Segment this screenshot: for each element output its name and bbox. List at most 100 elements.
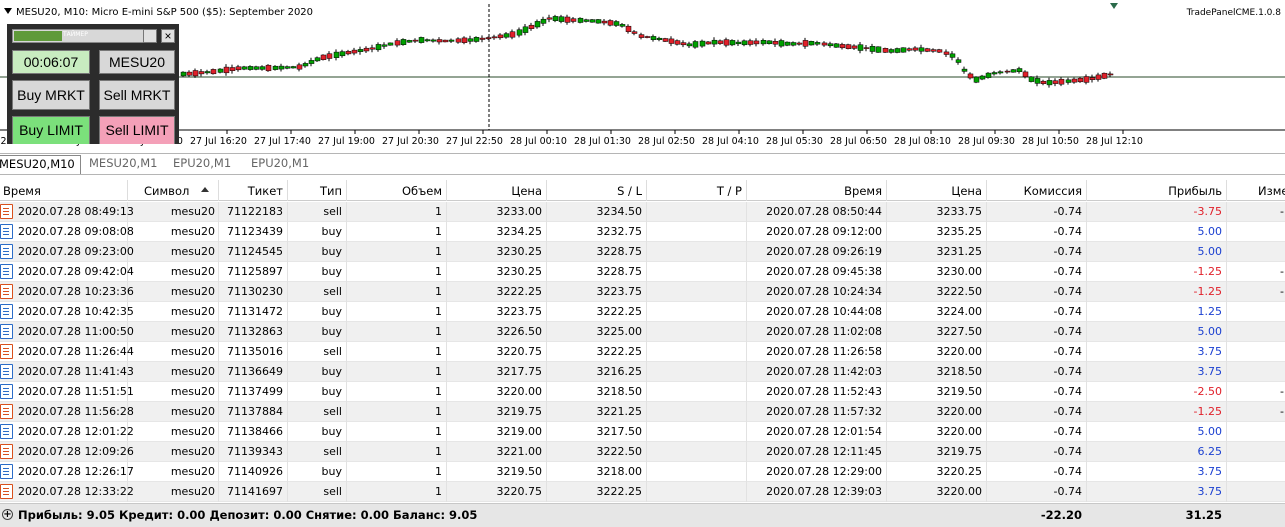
cell-divider xyxy=(886,422,887,442)
table-row[interactable]: 2020.07.28 11:51:51 mesu20 71137499 buy 1 322… xyxy=(0,382,1285,402)
col-header-price[interactable]: Цена xyxy=(511,184,542,198)
candle-body xyxy=(186,71,193,76)
cell-divider xyxy=(746,282,747,302)
col-divider[interactable] xyxy=(1226,180,1227,201)
col-header-close-price[interactable]: Цена xyxy=(951,184,982,198)
table-row[interactable]: 2020.07.28 12:09:26 mesu20 71139343 sell 1 32… xyxy=(0,442,1285,462)
col-header-commission[interactable]: Комиссия xyxy=(1023,184,1082,198)
col-header-type[interactable]: Тип xyxy=(319,184,342,198)
col-header-tp[interactable]: T / P xyxy=(716,184,742,198)
minimize-button[interactable] xyxy=(143,29,157,43)
col-header-volume[interactable]: Объем xyxy=(401,184,442,198)
candle-body xyxy=(650,36,657,40)
candle-body xyxy=(339,51,346,57)
table-row[interactable]: 2020.07.28 10:42:35 mesu20 71131472 buy 1 322… xyxy=(0,302,1285,322)
total-commission: -22.20 xyxy=(1040,508,1082,522)
cell-commission: -0.74 xyxy=(1053,425,1082,438)
table-row[interactable]: 2020.07.28 11:00:50 mesu20 71132863 buy 1 322… xyxy=(0,322,1285,342)
candle-body xyxy=(253,66,260,70)
x-tick-label: 27 Jul 19:00 xyxy=(318,136,375,147)
symbol-button[interactable]: MESU20 xyxy=(99,50,175,74)
col-header-time[interactable]: Время xyxy=(3,184,41,198)
candle-body xyxy=(473,37,480,42)
table-row[interactable]: 2020.07.28 09:23:00 mesu20 71124545 buy 1 323… xyxy=(0,242,1285,262)
cell-type: sell xyxy=(323,345,342,358)
candle-body xyxy=(625,25,632,32)
tab-mesu20-m10[interactable]: MESU20,M10 xyxy=(0,155,81,174)
cell-time: 2020.07.28 11:41:43 xyxy=(18,365,134,378)
candle-body xyxy=(418,37,425,43)
cell-divider xyxy=(1086,302,1087,322)
col-divider[interactable] xyxy=(886,180,887,201)
cell-sl: 3221.25 xyxy=(596,405,643,418)
cell-divider xyxy=(746,302,747,322)
cell-type: sell xyxy=(323,405,342,418)
col-divider[interactable] xyxy=(446,180,447,201)
cell-profit: 3.75 xyxy=(1197,465,1223,478)
candle-body xyxy=(943,51,950,55)
expand-plus-icon[interactable]: + xyxy=(2,509,13,520)
table-row[interactable]: 2020.07.28 11:56:28 mesu20 71137884 sell 1 32… xyxy=(0,402,1285,422)
col-divider[interactable] xyxy=(287,180,288,201)
table-row[interactable]: 2020.07.28 12:01:22 mesu20 71138466 buy 1 321… xyxy=(0,422,1285,442)
buy-limit-button[interactable]: Buy LIMIT xyxy=(12,116,90,144)
col-header-profit[interactable]: Прибыль xyxy=(1168,184,1222,198)
col-divider[interactable] xyxy=(346,180,347,201)
tab-mesu20-m1[interactable]: MESU20,M1 xyxy=(89,156,158,170)
x-tick-label: 28 Jul 12:10 xyxy=(1086,136,1143,147)
col-divider[interactable] xyxy=(1086,180,1087,201)
col-divider[interactable] xyxy=(646,180,647,201)
cell-divider xyxy=(287,462,288,482)
col-divider[interactable] xyxy=(746,180,747,201)
cell-divider xyxy=(1086,262,1087,282)
col-header-ticket[interactable]: Тикет xyxy=(247,184,283,198)
table-row[interactable]: 2020.07.28 09:42:04 mesu20 71125897 buy 1 323… xyxy=(0,262,1285,282)
col-header-sl[interactable]: S / L xyxy=(617,184,642,198)
sell-limit-button[interactable]: Sell LIMIT xyxy=(99,116,175,144)
candle-body xyxy=(741,40,748,46)
cell-divider xyxy=(546,242,547,262)
col-divider[interactable] xyxy=(218,180,219,201)
chart-menu-triangle-icon[interactable] xyxy=(4,8,12,14)
cell-divider xyxy=(546,222,547,242)
candle-body xyxy=(845,44,852,49)
cell-time: 2020.07.28 10:42:35 xyxy=(18,305,134,318)
col-divider[interactable] xyxy=(546,180,547,201)
col-divider[interactable] xyxy=(986,180,987,201)
col-divider[interactable] xyxy=(127,180,128,201)
cell-profit: 5.00 xyxy=(1197,325,1223,338)
col-header-symbol[interactable]: Символ xyxy=(144,184,190,198)
sell-market-button[interactable]: Sell MRKT xyxy=(99,80,175,110)
cell-ticket: 71132863 xyxy=(227,325,283,338)
close-icon[interactable]: × xyxy=(161,29,175,43)
cell-divider xyxy=(446,442,447,462)
candle-body xyxy=(290,66,297,69)
table-row[interactable]: 2020.07.28 08:49:13 mesu20 71122183 sell 1 32… xyxy=(0,202,1285,222)
change-marker: - xyxy=(1280,285,1284,298)
candle-body xyxy=(662,38,669,42)
timer-progress-fill xyxy=(14,31,62,41)
cell-volume: 1 xyxy=(435,465,442,478)
candle-body xyxy=(613,21,620,26)
table-row[interactable]: 2020.07.28 12:26:17 mesu20 71140926 buy 1 321… xyxy=(0,462,1285,482)
tab-epu20-m1[interactable]: EPU20,M1 xyxy=(173,156,232,170)
candle-body xyxy=(686,43,693,47)
cell-divider xyxy=(127,302,128,322)
col-header-close-time[interactable]: Время xyxy=(844,184,882,198)
table-row[interactable]: 2020.07.28 11:41:43 mesu20 71136649 buy 1 321… xyxy=(0,362,1285,382)
table-row[interactable]: 2020.07.28 09:08:08 mesu20 71123439 buy 1 323… xyxy=(0,222,1285,242)
col-header-change[interactable]: Изме xyxy=(1258,184,1285,198)
table-row[interactable]: 2020.07.28 11:26:44 mesu20 71135016 sell 1 32… xyxy=(0,342,1285,362)
cell-divider xyxy=(287,262,288,282)
table-row[interactable]: 2020.07.28 10:23:36 mesu20 71130230 sell 1 32… xyxy=(0,282,1285,302)
cell-divider xyxy=(746,202,747,222)
cell-divider xyxy=(986,322,987,342)
buy-market-button[interactable]: Buy MRKT xyxy=(12,80,90,110)
candle-body xyxy=(528,24,535,29)
table-row[interactable]: 2020.07.28 12:33:22 mesu20 71141697 sell 1 32… xyxy=(0,482,1285,502)
tab-epu20-m1-2[interactable]: EPU20,M1 xyxy=(251,156,310,170)
candle-body xyxy=(827,43,834,47)
cell-divider xyxy=(886,442,887,462)
change-marker: - xyxy=(1280,205,1284,218)
